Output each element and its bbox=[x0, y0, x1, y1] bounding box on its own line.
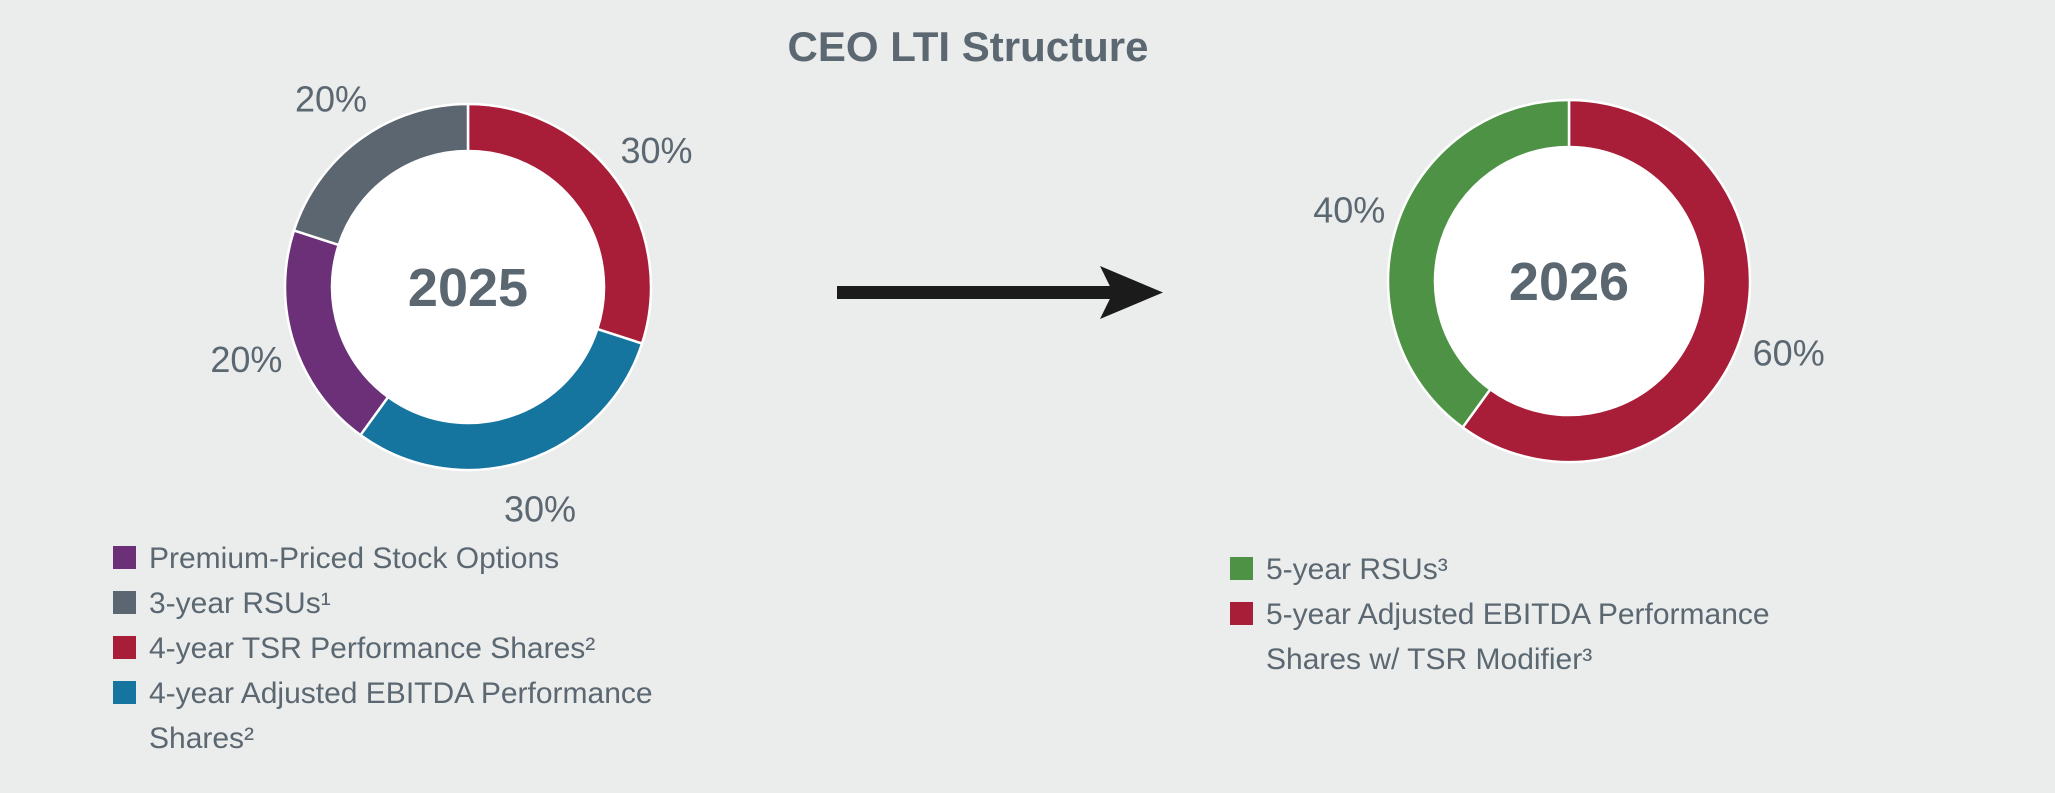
donut-center-year: 2026 bbox=[1509, 252, 1629, 312]
legend-swatch bbox=[1230, 557, 1253, 580]
legend-label: 4-year Adjusted EBITDA Performance Share… bbox=[149, 677, 653, 755]
slice-pct-label: 30% bbox=[620, 130, 692, 171]
donut-slice bbox=[1461, 98, 1752, 464]
donut-hole bbox=[330, 149, 606, 425]
legend-2025: Premium-Priced Stock Options 3-year RSUs¹… bbox=[113, 536, 714, 761]
legend-item: Premium-Priced Stock Options bbox=[113, 536, 714, 581]
donut-slice bbox=[292, 102, 470, 247]
legend-swatch bbox=[113, 681, 136, 704]
legend-swatch bbox=[1230, 602, 1253, 625]
legend-swatch bbox=[113, 591, 136, 614]
legend-swatch bbox=[113, 546, 136, 569]
legend-label: 5-year Adjusted EBITDA Performance Share… bbox=[1266, 598, 1770, 676]
donut-chart-2026: 60% 40% 2026 bbox=[1313, 98, 1825, 464]
legend-item: 5-year RSUs³ bbox=[1230, 547, 1831, 592]
legend-label: 3-year RSUs¹ bbox=[149, 587, 331, 620]
slice-pct-label: 30% bbox=[504, 489, 576, 530]
donut-hole bbox=[1433, 145, 1705, 417]
legend-swatch bbox=[113, 636, 136, 659]
chart-title: CEO LTI Structure bbox=[787, 23, 1149, 70]
slice-pct-label: 20% bbox=[295, 78, 367, 119]
donut-center-year: 2025 bbox=[408, 258, 528, 318]
legend-label: 4-year TSR Performance Shares² bbox=[149, 632, 596, 665]
legend-label: 5-year RSUs³ bbox=[1266, 553, 1448, 586]
slice-pct-label: 20% bbox=[210, 339, 282, 380]
slice-pct-label: 40% bbox=[1313, 190, 1385, 231]
legend-item: 3-year RSUs¹ bbox=[113, 581, 714, 626]
donut-chart-2025: 30% 30% 20% 20% 2025 bbox=[210, 78, 692, 529]
donut-slice bbox=[1386, 98, 1571, 429]
legend-label: Premium-Priced Stock Options bbox=[149, 542, 560, 575]
legend-item: 4-year Adjusted EBITDA Performance Share… bbox=[113, 671, 714, 761]
legend-item: 5-year Adjusted EBITDA Performance Share… bbox=[1230, 592, 1831, 682]
slice-pct-label: 60% bbox=[1753, 332, 1825, 373]
legend-2026: 5-year RSUs³ 5-year Adjusted EBITDA Perfo… bbox=[1230, 547, 1831, 682]
legend-item: 4-year TSR Performance Shares² bbox=[113, 626, 714, 671]
arrow-right-icon bbox=[837, 266, 1163, 319]
